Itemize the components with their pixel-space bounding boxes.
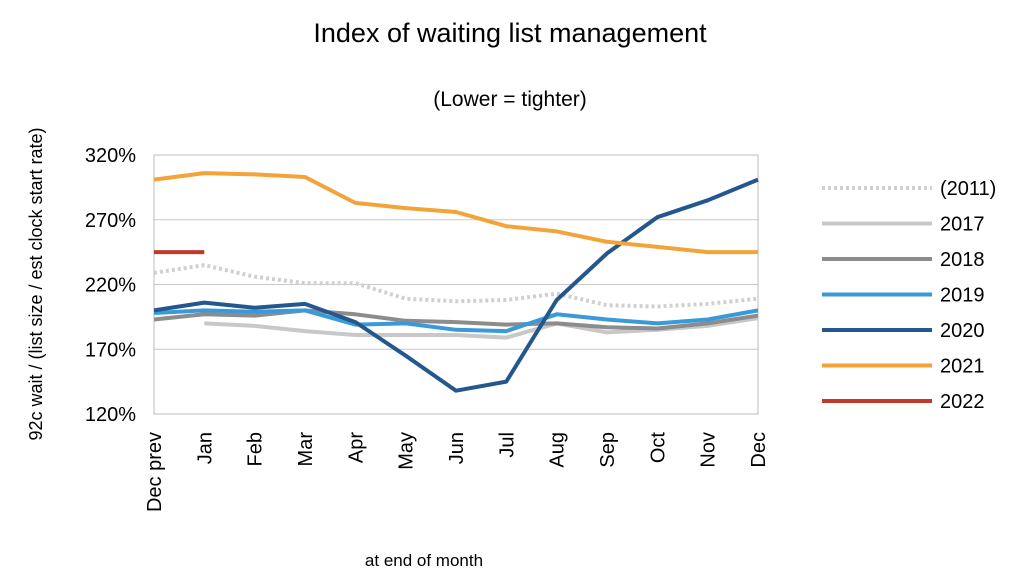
legend-label: (2011) [940, 178, 996, 200]
legend-label: 2021 [940, 356, 985, 378]
x-tick-label: Sep [597, 432, 619, 468]
y-tick-label: 320% [85, 145, 136, 167]
legend-label: 2018 [940, 249, 985, 271]
x-tick-label: Jan [194, 432, 216, 464]
series-line-2011 [153, 263, 759, 309]
x-axis-title: at end of month [365, 551, 483, 570]
x-tick-label: Oct [647, 432, 669, 464]
x-tick-label: Feb [245, 432, 267, 466]
gridlines [154, 154, 758, 415]
legend-label: 2020 [940, 320, 985, 342]
plot-area-frame [153, 154, 759, 415]
x-tick-label: Jun [446, 432, 468, 464]
x-tick-label: Mar [295, 432, 317, 467]
series-line-2019 [153, 308, 759, 334]
series-line-2021 [153, 171, 758, 255]
legend-label: 2022 [940, 391, 985, 413]
x-tick-label: Aug [547, 432, 569, 468]
x-tick-label: Jul [496, 432, 518, 458]
chart-title: Index of waiting list management [313, 18, 707, 48]
x-tick-label: Nov [698, 432, 720, 468]
chart-subtitle: (Lower = tighter) [433, 88, 586, 111]
y-tick-label: 170% [85, 339, 136, 361]
x-tick-label: Dec prev [144, 432, 166, 512]
legend-label: 2019 [940, 285, 985, 307]
y-axis-title: 92c wait / (list size / est clock start … [26, 127, 46, 440]
series-line-2020 [153, 177, 759, 393]
series-line-2018 [153, 308, 759, 331]
x-tick-label: Dec [748, 432, 770, 468]
x-tick-label: Apr [345, 432, 367, 463]
legend-label: 2017 [940, 214, 985, 236]
x-tick-label: May [396, 432, 418, 470]
series-lines [153, 171, 759, 393]
y-tick-label: 120% [85, 404, 136, 426]
y-tick-label: 270% [85, 210, 136, 232]
y-tick-label: 220% [85, 275, 136, 297]
x-tick-labels: Dec prev Jan Feb Mar Apr May Jun Jul Aug Sep Oct No… [144, 432, 770, 512]
legend: (2011) 2017 2018 2019 2020 2021 2022 [822, 178, 996, 413]
y-tick-labels: 120% 170% 220% 270% 320% [85, 145, 136, 426]
